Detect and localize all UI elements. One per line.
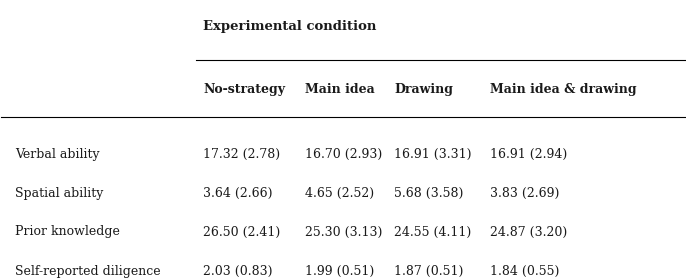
Text: Spatial ability: Spatial ability	[15, 187, 104, 200]
Text: 16.91 (3.31): 16.91 (3.31)	[394, 148, 472, 161]
Text: 16.70 (2.93): 16.70 (2.93)	[305, 148, 383, 161]
Text: No-strategy: No-strategy	[203, 83, 285, 96]
Text: Drawing: Drawing	[394, 83, 453, 96]
Text: 3.64 (2.66): 3.64 (2.66)	[203, 187, 272, 200]
Text: Prior knowledge: Prior knowledge	[15, 225, 120, 239]
Text: 17.32 (2.78): 17.32 (2.78)	[203, 148, 280, 161]
Text: 2.03 (0.83): 2.03 (0.83)	[203, 265, 272, 278]
Text: 24.87 (3.20): 24.87 (3.20)	[490, 225, 567, 239]
Text: 25.30 (3.13): 25.30 (3.13)	[305, 225, 383, 239]
Text: 24.55 (4.11): 24.55 (4.11)	[394, 225, 471, 239]
Text: Main idea & drawing: Main idea & drawing	[490, 83, 637, 96]
Text: Verbal ability: Verbal ability	[15, 148, 99, 161]
Text: 4.65 (2.52): 4.65 (2.52)	[305, 187, 375, 200]
Text: 26.50 (2.41): 26.50 (2.41)	[203, 225, 280, 239]
Text: Main idea: Main idea	[305, 83, 375, 96]
Text: 1.87 (0.51): 1.87 (0.51)	[394, 265, 464, 278]
Text: 5.68 (3.58): 5.68 (3.58)	[394, 187, 464, 200]
Text: 16.91 (2.94): 16.91 (2.94)	[490, 148, 567, 161]
Text: 1.84 (0.55): 1.84 (0.55)	[490, 265, 559, 278]
Text: 1.99 (0.51): 1.99 (0.51)	[305, 265, 375, 278]
Text: Self-reported diligence: Self-reported diligence	[15, 265, 161, 278]
Text: Experimental condition: Experimental condition	[203, 20, 377, 34]
Text: 3.83 (2.69): 3.83 (2.69)	[490, 187, 559, 200]
